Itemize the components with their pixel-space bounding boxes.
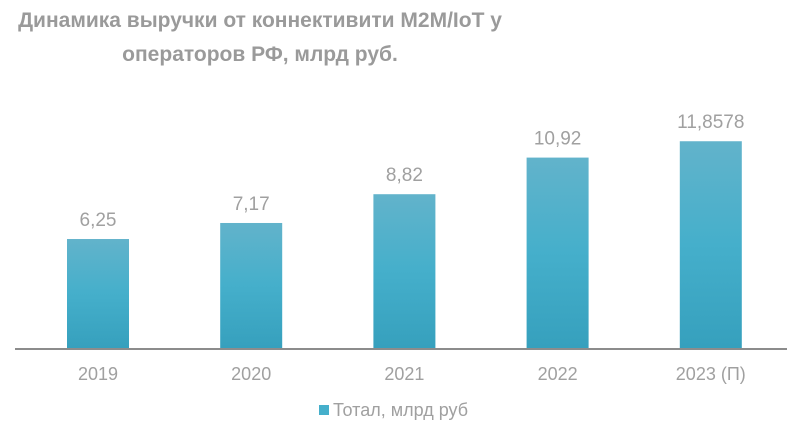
- data-label: 6,25: [80, 210, 117, 231]
- data-label: 7,17: [233, 194, 270, 215]
- x-tick-label: 2019: [78, 364, 118, 384]
- data-label: 8,82: [386, 165, 423, 186]
- bar-2021: [373, 194, 436, 348]
- bar-2023: [679, 141, 742, 348]
- bar-2022: [526, 157, 589, 348]
- bar-2020: [220, 222, 283, 348]
- bar-2019: [67, 239, 129, 348]
- chart-title: Динамика выручки от коннективити M2M/IoT…: [0, 4, 520, 72]
- x-tick-label: 2022: [538, 364, 578, 384]
- chart-title-line-2: операторов РФ, млрд руб.: [122, 43, 398, 66]
- legend: Тотал, млрд руб: [0, 400, 787, 421]
- chart-title-line-1: Динамика выручки от коннективити M2M/IoT…: [18, 9, 502, 32]
- legend-label: Тотал, млрд руб: [332, 400, 469, 420]
- x-tick-label: 2023 (П): [676, 364, 746, 384]
- x-tick-label: 2020: [231, 364, 271, 384]
- data-label: 11,8578: [677, 112, 744, 133]
- data-label: 10,92: [534, 129, 582, 150]
- legend-swatch: [318, 405, 329, 415]
- x-tick-label: 2021: [384, 364, 424, 384]
